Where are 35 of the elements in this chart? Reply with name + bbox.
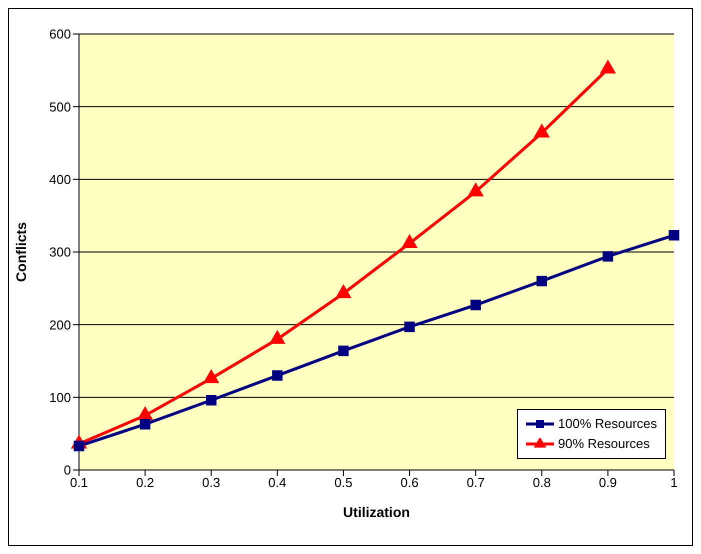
x-tick-label: 1 [670, 475, 678, 490]
x-tick-label: 0.2 [136, 475, 154, 490]
legend-label: 90% Resources [558, 435, 650, 453]
x-tick-label: 0.9 [598, 475, 617, 490]
x-tick-label: 0.3 [202, 475, 220, 490]
point [468, 182, 484, 196]
x-tick-label: 0.4 [268, 475, 286, 490]
point [404, 322, 415, 332]
point [402, 234, 418, 248]
x-axis-title: Utilization [343, 504, 410, 520]
point [272, 370, 283, 381]
y-tick-label: 200 [49, 317, 71, 332]
y-tick-label: 300 [49, 244, 71, 260]
x-tick-label: 0.8 [532, 475, 551, 490]
y-tick-label: 600 [49, 26, 71, 42]
x-tick-label: 0.5 [334, 475, 352, 490]
point [534, 124, 550, 138]
point [536, 276, 548, 286]
point [336, 284, 352, 298]
point [602, 251, 614, 262]
point [470, 300, 481, 310]
x-tick-label: 0.1 [70, 475, 88, 490]
legend-label: 100% Resources [558, 415, 657, 433]
point [206, 394, 216, 406]
point [668, 230, 680, 241]
y-tick-label: 500 [49, 99, 71, 114]
y-tick-label: 100 [49, 390, 71, 405]
y-tick-label: 400 [49, 172, 71, 187]
y-axis-title: Conflicts [12, 222, 29, 282]
x-tick-label: 0.7 [466, 475, 485, 490]
y-tick-label: 0 [64, 462, 71, 478]
point [140, 418, 150, 430]
x-tick-label: 0.6 [400, 475, 419, 490]
point [600, 60, 616, 74]
point [338, 346, 349, 356]
